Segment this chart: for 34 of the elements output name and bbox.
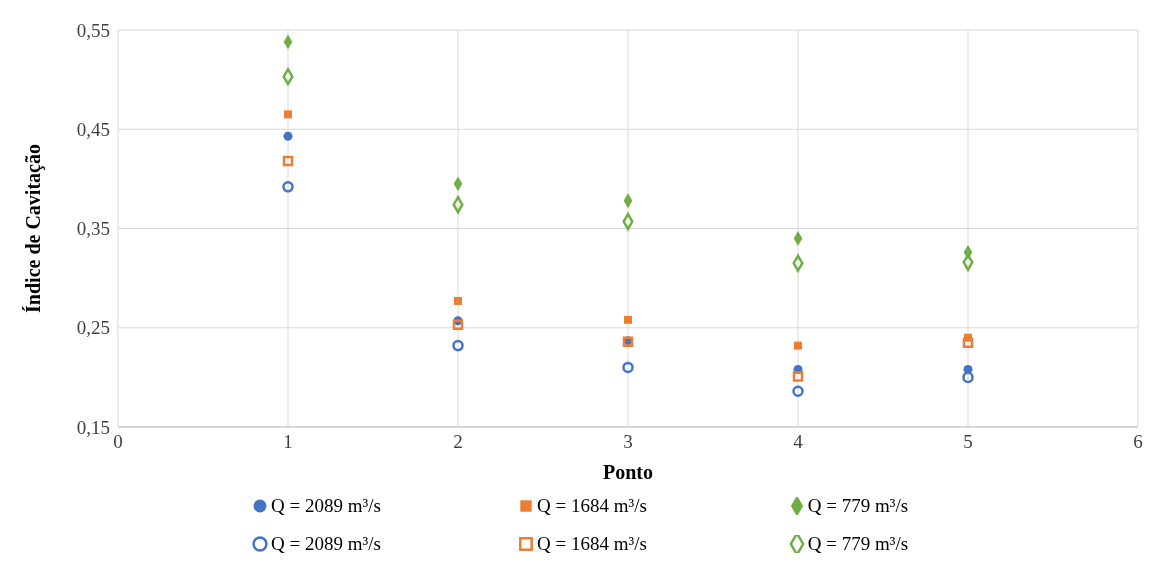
x-tick-label: 6 <box>1133 431 1143 453</box>
x-tick-label: 4 <box>793 431 804 453</box>
y-tick-label: 0,35 <box>76 218 110 240</box>
legend-label: Q = 2089 m³/s <box>271 533 381 555</box>
point <box>962 371 974 384</box>
point <box>454 296 462 305</box>
y-tick-label: 0,45 <box>76 119 110 140</box>
point <box>962 337 974 348</box>
legend-label: Q = 1684 m³/s <box>537 533 647 555</box>
legend-label: Q = 779 m³/s <box>807 495 909 517</box>
point <box>283 131 293 141</box>
x-tick-label: 2 <box>453 431 463 453</box>
point <box>792 371 804 382</box>
x-tick-label: 5 <box>963 431 973 453</box>
point <box>624 315 632 324</box>
legend-label: Q = 1684 m³/s <box>537 495 647 517</box>
x-tick-label: 3 <box>623 431 633 453</box>
y-tick-label: 0,25 <box>76 317 110 339</box>
y-axis-title: Índice de Cavitação <box>22 144 46 313</box>
point <box>284 110 292 119</box>
y-tick-label: 0,55 <box>76 19 110 41</box>
point <box>452 319 464 331</box>
x-tick-label: 0 <box>113 431 123 453</box>
legend-label: Q = 779 m³/s <box>807 533 909 555</box>
legend-label: Q = 2089 m³/s <box>271 495 381 517</box>
point <box>282 181 294 193</box>
x-axis-title: Ponto <box>603 461 653 483</box>
point <box>282 155 294 167</box>
x-tick-label: 1 <box>283 431 293 453</box>
point <box>452 339 464 352</box>
point <box>792 385 804 398</box>
point <box>622 361 634 374</box>
y-tick-label: 0,15 <box>76 416 110 438</box>
point <box>794 341 802 350</box>
